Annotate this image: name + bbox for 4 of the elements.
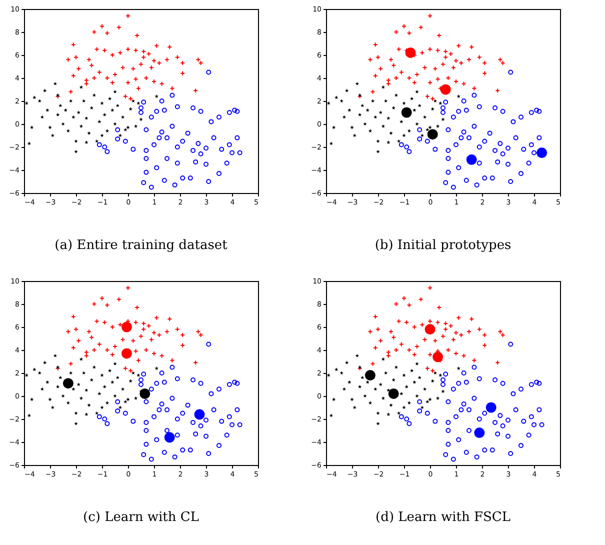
- text: (a) Entire training dataset: [54, 238, 228, 253]
- text: (c) Learn with CL: [83, 510, 200, 525]
- text: (b) Initial prototypes: [374, 238, 512, 253]
- text: (d) Learn with FSCL: [376, 510, 511, 525]
